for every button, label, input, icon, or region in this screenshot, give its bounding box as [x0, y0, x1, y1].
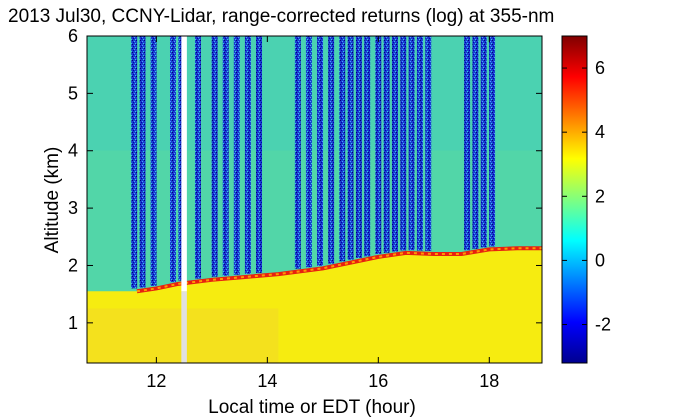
x-tick-label: 16: [368, 371, 388, 391]
clear-air-streak: [139, 36, 146, 288]
colorbar-frame: [561, 35, 588, 364]
colorbar-tick-label: 4: [595, 122, 605, 142]
clear-air-streak: [489, 36, 496, 247]
x-tick-label: 14: [257, 371, 277, 391]
clear-air-streak: [194, 36, 201, 279]
clear-air-streak: [472, 36, 479, 249]
colorbar-tick-label: -2: [595, 315, 611, 335]
clear-air-streak: [375, 36, 382, 254]
clear-air-streak: [150, 36, 157, 286]
clear-air-streak: [170, 36, 177, 283]
chart-title: 2013 Jul30, CCNY-Lidar, range-corrected …: [8, 6, 554, 27]
y-tick-label: 3: [68, 198, 78, 218]
clear-air-streak: [305, 36, 312, 268]
colorbar-gradient: [562, 36, 587, 363]
clear-air-streak: [464, 36, 471, 251]
y-tick-label: 5: [68, 83, 78, 103]
data-gap: [181, 36, 187, 292]
clear-air-streak: [244, 36, 251, 274]
clear-air-streak: [317, 36, 324, 266]
clear-air-streak: [416, 36, 423, 251]
x-tick-label: 18: [479, 371, 499, 391]
clear-air-streak: [355, 36, 362, 259]
clear-air-streak: [328, 36, 335, 264]
x-tick-label: 12: [146, 371, 166, 391]
clear-air-streak: [256, 36, 263, 273]
y-tick-label: 4: [68, 141, 78, 161]
x-axis: 12 14 16 18: [146, 36, 499, 391]
clear-air-streak: [408, 36, 415, 251]
y-axis-label: Altitude (km): [42, 147, 63, 254]
y-tick-label: 2: [68, 255, 78, 275]
clear-air-streak: [294, 36, 301, 269]
clear-air-streak: [400, 36, 407, 251]
data-gap: [181, 291, 187, 363]
colorbar-tick-label: 6: [595, 58, 605, 78]
boundary-layer: [87, 36, 542, 363]
clear-air-streak: [425, 36, 432, 251]
plot-frame: [86, 35, 543, 364]
y-axis: 1 2 3 4 5 6: [68, 26, 542, 333]
colorbar-tick-label: 0: [595, 250, 605, 270]
colorbar-tick-label: 2: [595, 186, 605, 206]
clear-air-streak: [480, 36, 487, 248]
y-tick-label: 6: [68, 26, 78, 46]
clear-air-streak: [131, 36, 138, 289]
clear-air-streak: [211, 36, 218, 277]
x-axis-label: Local time or EDT (hour): [208, 397, 416, 418]
colorbar-ticks: -2 0 2 4 6: [562, 58, 611, 335]
clear-air-streak: [364, 36, 371, 257]
y-tick-label: 1: [68, 313, 78, 333]
heatmap-streaks: [131, 36, 496, 289]
clear-air-streak: [383, 36, 390, 253]
clear-air-streak: [391, 36, 398, 252]
clear-air-streak: [339, 36, 346, 262]
plot-area: [87, 36, 542, 363]
clear-air-streak: [347, 36, 354, 260]
boundary-layer-top-line: [136, 246, 542, 294]
colorbar: -2 0 2 4 6: [561, 35, 611, 364]
clear-air-streak: [222, 36, 229, 276]
clear-air-streak: [233, 36, 240, 275]
